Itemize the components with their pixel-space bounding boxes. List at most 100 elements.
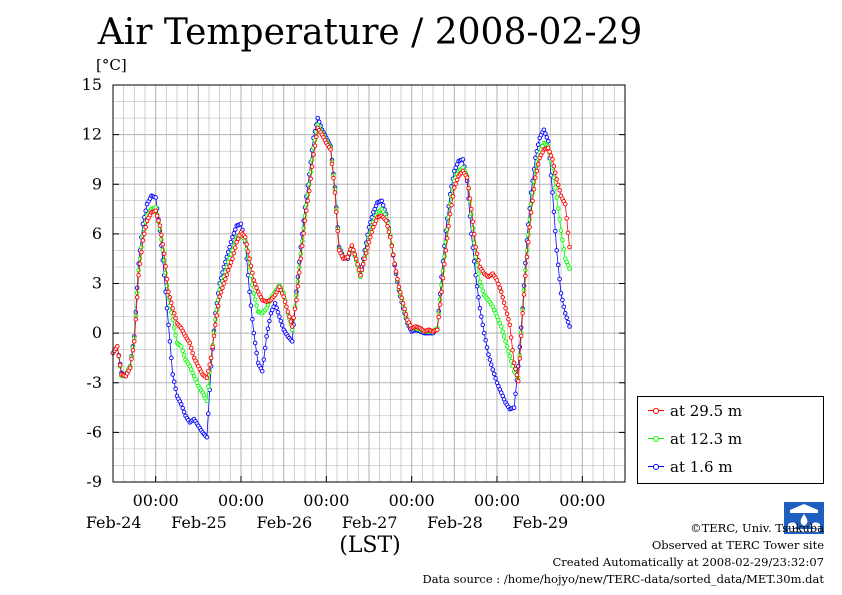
data-point [442,261,447,267]
data-point [136,272,141,278]
data-point [494,277,500,283]
data-point [395,276,400,282]
data-point [558,291,564,296]
data-point [435,327,440,333]
data-point [501,334,507,339]
data-point [446,223,451,229]
data-point [440,275,446,281]
data-point [491,371,497,377]
data-point [355,261,360,267]
terc-logo-icon [784,502,824,534]
data-point [544,135,550,140]
data-point [558,228,564,233]
data-point [250,317,255,322]
data-point [127,365,133,371]
created-text: Created Automatically at 2008-02-29/23:3… [552,555,825,569]
data-point [477,306,483,311]
data-point [561,304,567,309]
data-point [262,345,268,351]
data-point [443,248,449,253]
data-point [524,248,530,253]
x-tick-labels: 00:00 Feb-24 00:00 Feb-25 00:00 Feb-26 00:00 Fe… [86,476,605,532]
data-point [160,242,166,247]
data-point [166,289,171,295]
data-point [527,225,532,230]
data-point [510,347,515,353]
data-point [254,350,259,356]
data-point [437,302,443,307]
data-point [314,134,319,140]
legend-item-29-5m: at 29.5 m [648,399,742,423]
data-point [254,303,259,308]
data-point [531,186,537,192]
data-point [359,267,365,272]
data-point [437,297,443,302]
data-point [500,329,505,334]
data-point [535,162,541,167]
data-point [171,325,177,330]
data-point [527,217,532,222]
data-point [173,315,178,321]
data-point [379,198,385,204]
data-point [444,236,450,241]
data-point [329,161,335,167]
data-point [169,355,174,361]
data-point [366,239,372,245]
data-point [393,269,399,274]
data-point [479,314,484,319]
data-point [470,219,476,224]
data-point [331,175,336,181]
data-point [380,202,386,208]
data-point [224,272,230,277]
data-point [252,281,258,287]
data-point [476,258,481,263]
data-point [369,229,375,235]
data-point [213,322,218,328]
data-point [254,285,259,291]
legend-marker-12-3m [648,434,664,444]
data-point [563,311,568,316]
data-point [223,276,228,282]
data-point [499,324,504,329]
data-point [289,339,295,344]
data-point [548,153,554,158]
data-point [526,239,531,245]
data-point [545,138,551,144]
legend-label-1-6m: at 1.6 m [670,458,733,476]
data-point [154,213,160,218]
data-point [250,270,255,276]
y-tick-label: 6 [92,224,102,243]
data-point [390,252,396,258]
data-point [530,198,535,204]
data-point [551,163,557,169]
data-point [251,277,257,283]
data-point [204,375,210,381]
data-point [299,243,305,249]
data-point [218,290,224,295]
data-point [309,164,315,169]
data-point [133,317,139,322]
data-point [159,237,164,242]
data-point [295,284,301,289]
data-point [403,312,409,317]
data-point [383,218,389,223]
data-point [247,289,252,295]
data-point [308,176,313,181]
data-point [362,256,367,261]
x-tick-date-label: Feb-29 [512,513,568,532]
data-point [471,232,477,237]
data-point [134,295,140,300]
data-point [550,157,555,162]
x-tick-time-label: 00:00 [559,491,605,510]
data-point [261,357,267,362]
x-tick-time-label: 00:00 [389,491,435,510]
data-point [489,362,494,367]
data-point [294,297,299,303]
y-tick-label: 3 [92,274,102,293]
data-point [550,190,555,195]
x-axis-label: (LST) [339,533,401,558]
data-point [493,376,498,381]
x-tick-time-label: 00:00 [218,491,264,510]
data-point [129,356,134,362]
data-point [553,185,558,190]
